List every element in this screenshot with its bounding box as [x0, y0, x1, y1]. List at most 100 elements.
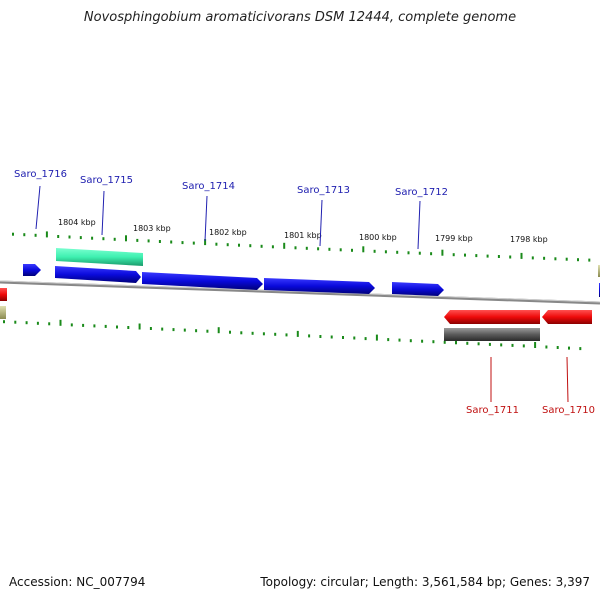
upper-minor-tick	[34, 233, 37, 237]
upper-minor-tick	[475, 254, 478, 258]
leader-line-saro-1713	[319, 199, 323, 247]
upper-minor-tick	[543, 256, 546, 260]
upper-minor-tick	[215, 242, 218, 246]
lower-minor-tick	[353, 336, 356, 340]
upper-major-tick	[204, 239, 207, 246]
lower-minor-tick	[127, 326, 130, 329]
lower-minor-tick	[25, 321, 28, 325]
lower-minor-tick	[568, 346, 570, 350]
leader-line-saro-1714	[204, 195, 208, 242]
lower-minor-tick	[488, 342, 491, 346]
lower-minor-tick	[36, 321, 39, 325]
upper-minor-tick	[373, 249, 376, 253]
gene-label-saro-1714[interactable]: Saro_1714	[182, 181, 235, 192]
lower-minor-tick	[14, 320, 17, 324]
upper-minor-tick	[577, 258, 579, 262]
tick-label-1804: 1804 kbp	[58, 218, 96, 227]
upper-minor-tick	[384, 250, 387, 254]
lower-minor-tick	[3, 320, 5, 324]
accession-text: Accession: NC_007794	[9, 575, 146, 589]
upper-minor-tick	[351, 248, 353, 252]
upper-minor-tick	[317, 247, 320, 251]
upper-minor-tick	[260, 244, 263, 248]
gene-edge-reverse-arrow[interactable]	[0, 288, 7, 301]
lower-minor-tick	[500, 343, 503, 347]
lower-minor-tick	[240, 331, 243, 335]
gene-label-saro-1713[interactable]: Saro_1713	[297, 185, 350, 196]
lower-minor-tick	[398, 338, 401, 342]
lower-minor-tick	[93, 324, 96, 328]
tick-label-1801: 1801 kbp	[284, 231, 322, 240]
upper-minor-tick	[271, 245, 274, 249]
other-feature-bar[interactable]	[444, 328, 540, 341]
gene-label-saro-1715[interactable]: Saro_1715	[80, 175, 133, 186]
upper-minor-tick	[554, 257, 557, 261]
gene-label-saro-1710[interactable]: Saro_1710	[542, 405, 595, 416]
gene-label-saro-1711[interactable]: Saro_1711	[466, 405, 519, 416]
gene-saro-1713-arrow[interactable]	[264, 278, 375, 294]
lower-minor-tick	[183, 328, 186, 332]
lower-minor-tick	[82, 323, 85, 327]
lower-minor-tick	[70, 323, 73, 327]
lower-minor-tick	[149, 327, 152, 330]
gene-label-saro-1716[interactable]: Saro_1716	[14, 169, 67, 180]
upper-minor-tick	[79, 236, 82, 240]
tick-label-1802: 1802 kbp	[209, 228, 247, 237]
upper-major-tick	[125, 235, 127, 242]
upper-minor-tick	[464, 253, 466, 257]
lower-major-tick	[59, 319, 62, 326]
upper-major-tick	[362, 246, 365, 253]
upper-minor-tick	[226, 243, 229, 247]
upper-minor-tick	[181, 241, 184, 245]
upper-tick-track	[12, 231, 591, 262]
feature-edge-olive-bottom[interactable]	[0, 306, 6, 319]
lower-minor-tick	[229, 330, 231, 334]
gene-saro-1712-arrow[interactable]	[392, 282, 444, 296]
upper-minor-tick	[158, 240, 161, 243]
lower-minor-tick	[432, 340, 435, 344]
leader-line-saro-1716	[35, 185, 41, 230]
lower-minor-tick	[466, 341, 469, 345]
upper-minor-tick	[294, 246, 297, 250]
gene-saro-1711-arrow[interactable]	[444, 310, 540, 324]
lower-minor-tick	[443, 340, 446, 344]
gene-saro-1715-arrow[interactable]	[55, 266, 141, 283]
lower-minor-tick	[342, 336, 344, 339]
lower-minor-tick	[274, 332, 277, 336]
lower-minor-tick	[319, 335, 322, 338]
lower-minor-tick	[387, 338, 390, 342]
lower-minor-tick	[116, 325, 118, 329]
gene-saro-1716-arrow[interactable]	[23, 264, 41, 276]
gene-label-saro-1712[interactable]: Saro_1712	[395, 187, 448, 198]
upper-minor-tick	[588, 258, 591, 262]
upper-minor-tick	[497, 255, 500, 258]
upper-minor-tick	[23, 233, 26, 237]
lower-major-tick	[455, 338, 457, 345]
gene-saro-1710-arrow[interactable]	[542, 310, 592, 324]
upper-minor-tick	[238, 243, 240, 247]
lower-minor-tick	[477, 342, 480, 346]
lower-minor-tick	[330, 335, 333, 339]
upper-minor-tick	[170, 240, 173, 244]
lower-minor-tick	[545, 345, 548, 349]
upper-minor-tick	[418, 251, 421, 255]
upper-minor-tick	[136, 238, 139, 242]
leader-line-saro-1715	[101, 190, 105, 236]
gene-saro-1714-arrow[interactable]	[142, 272, 263, 290]
lower-minor-tick	[511, 343, 514, 347]
upper-major-tick	[441, 249, 444, 256]
leader-line-saro-1712	[417, 200, 421, 250]
lower-major-tick	[534, 342, 537, 348]
leader-line-saro-1710	[566, 356, 569, 403]
genome-summary-text: Topology: circular; Length: 3,561,584 bp…	[260, 575, 590, 589]
lower-minor-tick	[421, 339, 424, 343]
upper-minor-tick	[396, 250, 399, 254]
lower-minor-tick	[195, 329, 198, 333]
tick-label-1803: 1803 kbp	[133, 224, 171, 233]
tick-label-1800: 1800 kbp	[359, 233, 397, 242]
rna-feature-bar[interactable]	[56, 248, 143, 266]
lower-tick-track	[3, 319, 582, 351]
lower-minor-tick	[409, 339, 412, 343]
upper-minor-tick	[113, 237, 116, 241]
